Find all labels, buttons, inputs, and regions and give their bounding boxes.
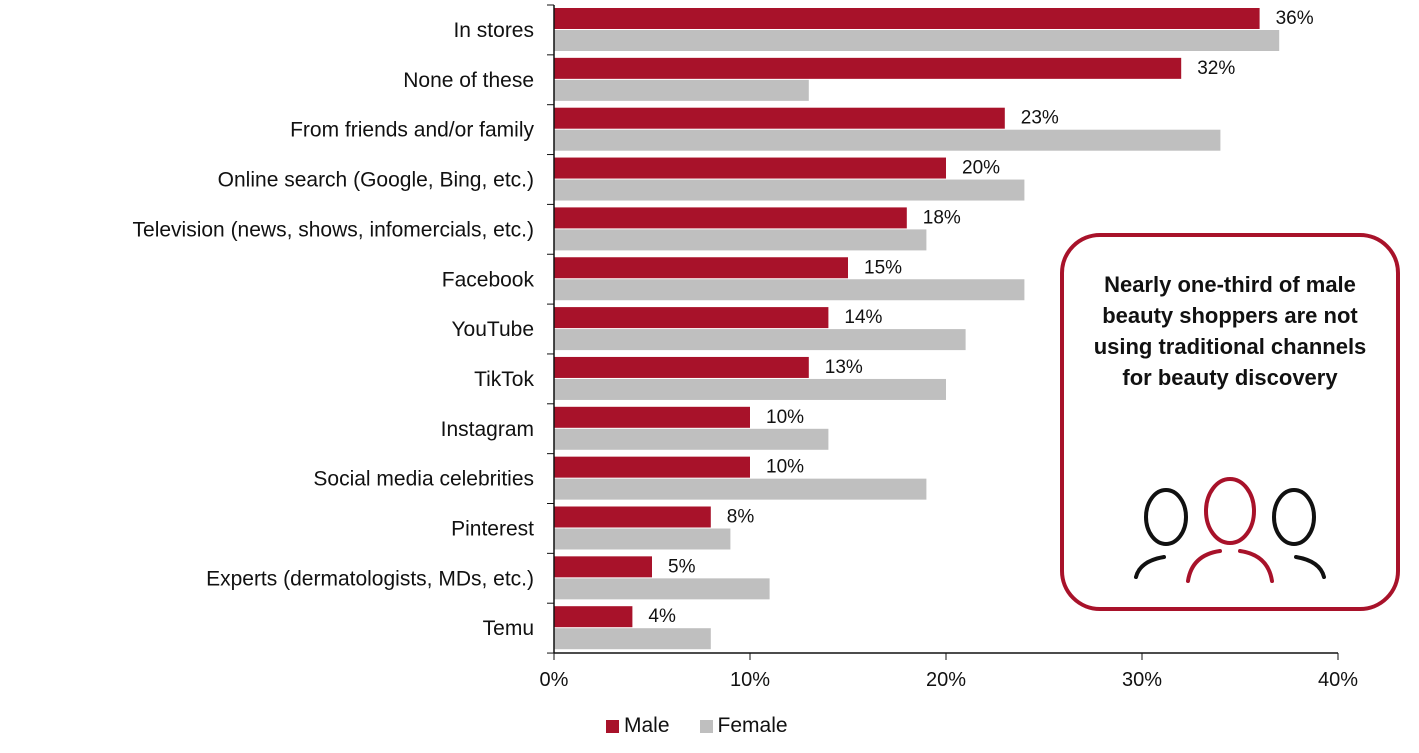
legend: Male Female [606, 714, 810, 738]
legend-item-female: Female [699, 714, 788, 738]
category-label: Facebook [442, 268, 535, 291]
category-label: From friends and/or family [290, 119, 534, 142]
data-label-male: 8% [727, 507, 755, 528]
bar-male [554, 506, 711, 528]
category-label: TikTok [474, 368, 534, 391]
bar-male [554, 57, 1182, 79]
x-tick-label: 40% [1318, 669, 1358, 691]
bar-female [554, 478, 927, 500]
bar-female [554, 79, 809, 101]
data-label-male: 23% [1021, 108, 1059, 129]
bar-female [554, 129, 1221, 151]
x-tick-label: 30% [1122, 669, 1162, 691]
data-label-male: 36% [1276, 8, 1314, 29]
category-label: In stores [453, 19, 534, 42]
bar-male [554, 356, 809, 378]
x-tick-label: 20% [926, 669, 966, 691]
legend-label-male: Male [624, 714, 670, 737]
data-label-male: 14% [844, 307, 882, 328]
callout-text: Nearly one-third of male beauty shoppers… [1093, 272, 1367, 390]
data-label-male: 20% [962, 158, 1000, 179]
legend-item-male: Male [606, 714, 670, 738]
bar-male [554, 157, 946, 179]
bar-female [554, 30, 1280, 51]
bar-female [554, 628, 711, 650]
bar-female [554, 578, 770, 600]
legend-swatch-female [699, 719, 713, 733]
x-tick-label: 0% [540, 669, 569, 691]
people-group-icon [1134, 477, 1326, 583]
bar-female [554, 378, 946, 400]
data-label-male: 13% [825, 357, 863, 378]
data-label-male: 10% [766, 457, 804, 478]
bar-male [554, 257, 848, 279]
category-label: Experts (dermatologists, MDs, etc.) [206, 567, 534, 590]
bar-female [554, 279, 1025, 301]
bar-female [554, 179, 1025, 201]
callout-box: Nearly one-third of male beauty shoppers… [1060, 233, 1400, 611]
bar-male [554, 307, 829, 329]
legend-swatch-male [606, 719, 619, 733]
bar-male [554, 606, 633, 628]
bar-male [554, 456, 750, 478]
data-label-male: 5% [668, 556, 696, 577]
data-label-male: 10% [766, 407, 804, 428]
data-label-male: 18% [923, 207, 961, 228]
category-label: Online search (Google, Bing, etc.) [218, 169, 534, 192]
bar-male [554, 556, 652, 578]
bar-male [554, 406, 750, 428]
bar-female [554, 528, 731, 550]
data-label-male: 32% [1197, 58, 1235, 79]
category-label: Social media celebrities [313, 468, 534, 491]
category-label: Pinterest [451, 518, 534, 541]
category-label: Television (news, shows, infomercials, e… [133, 218, 534, 241]
data-label-male: 4% [648, 606, 676, 627]
category-label: YouTube [451, 318, 534, 341]
bar-male [554, 107, 1005, 129]
category-label: Temu [483, 617, 534, 640]
bar-male [554, 8, 1260, 29]
legend-label-female: Female [717, 714, 788, 737]
category-label: Instagram [441, 418, 534, 441]
data-label-male: 15% [864, 257, 902, 278]
x-tick-label: 10% [730, 669, 770, 691]
bar-male [554, 207, 907, 229]
bar-female [554, 428, 829, 450]
category-label: None of these [403, 69, 534, 92]
bar-female [554, 229, 927, 251]
bar-female [554, 329, 966, 351]
